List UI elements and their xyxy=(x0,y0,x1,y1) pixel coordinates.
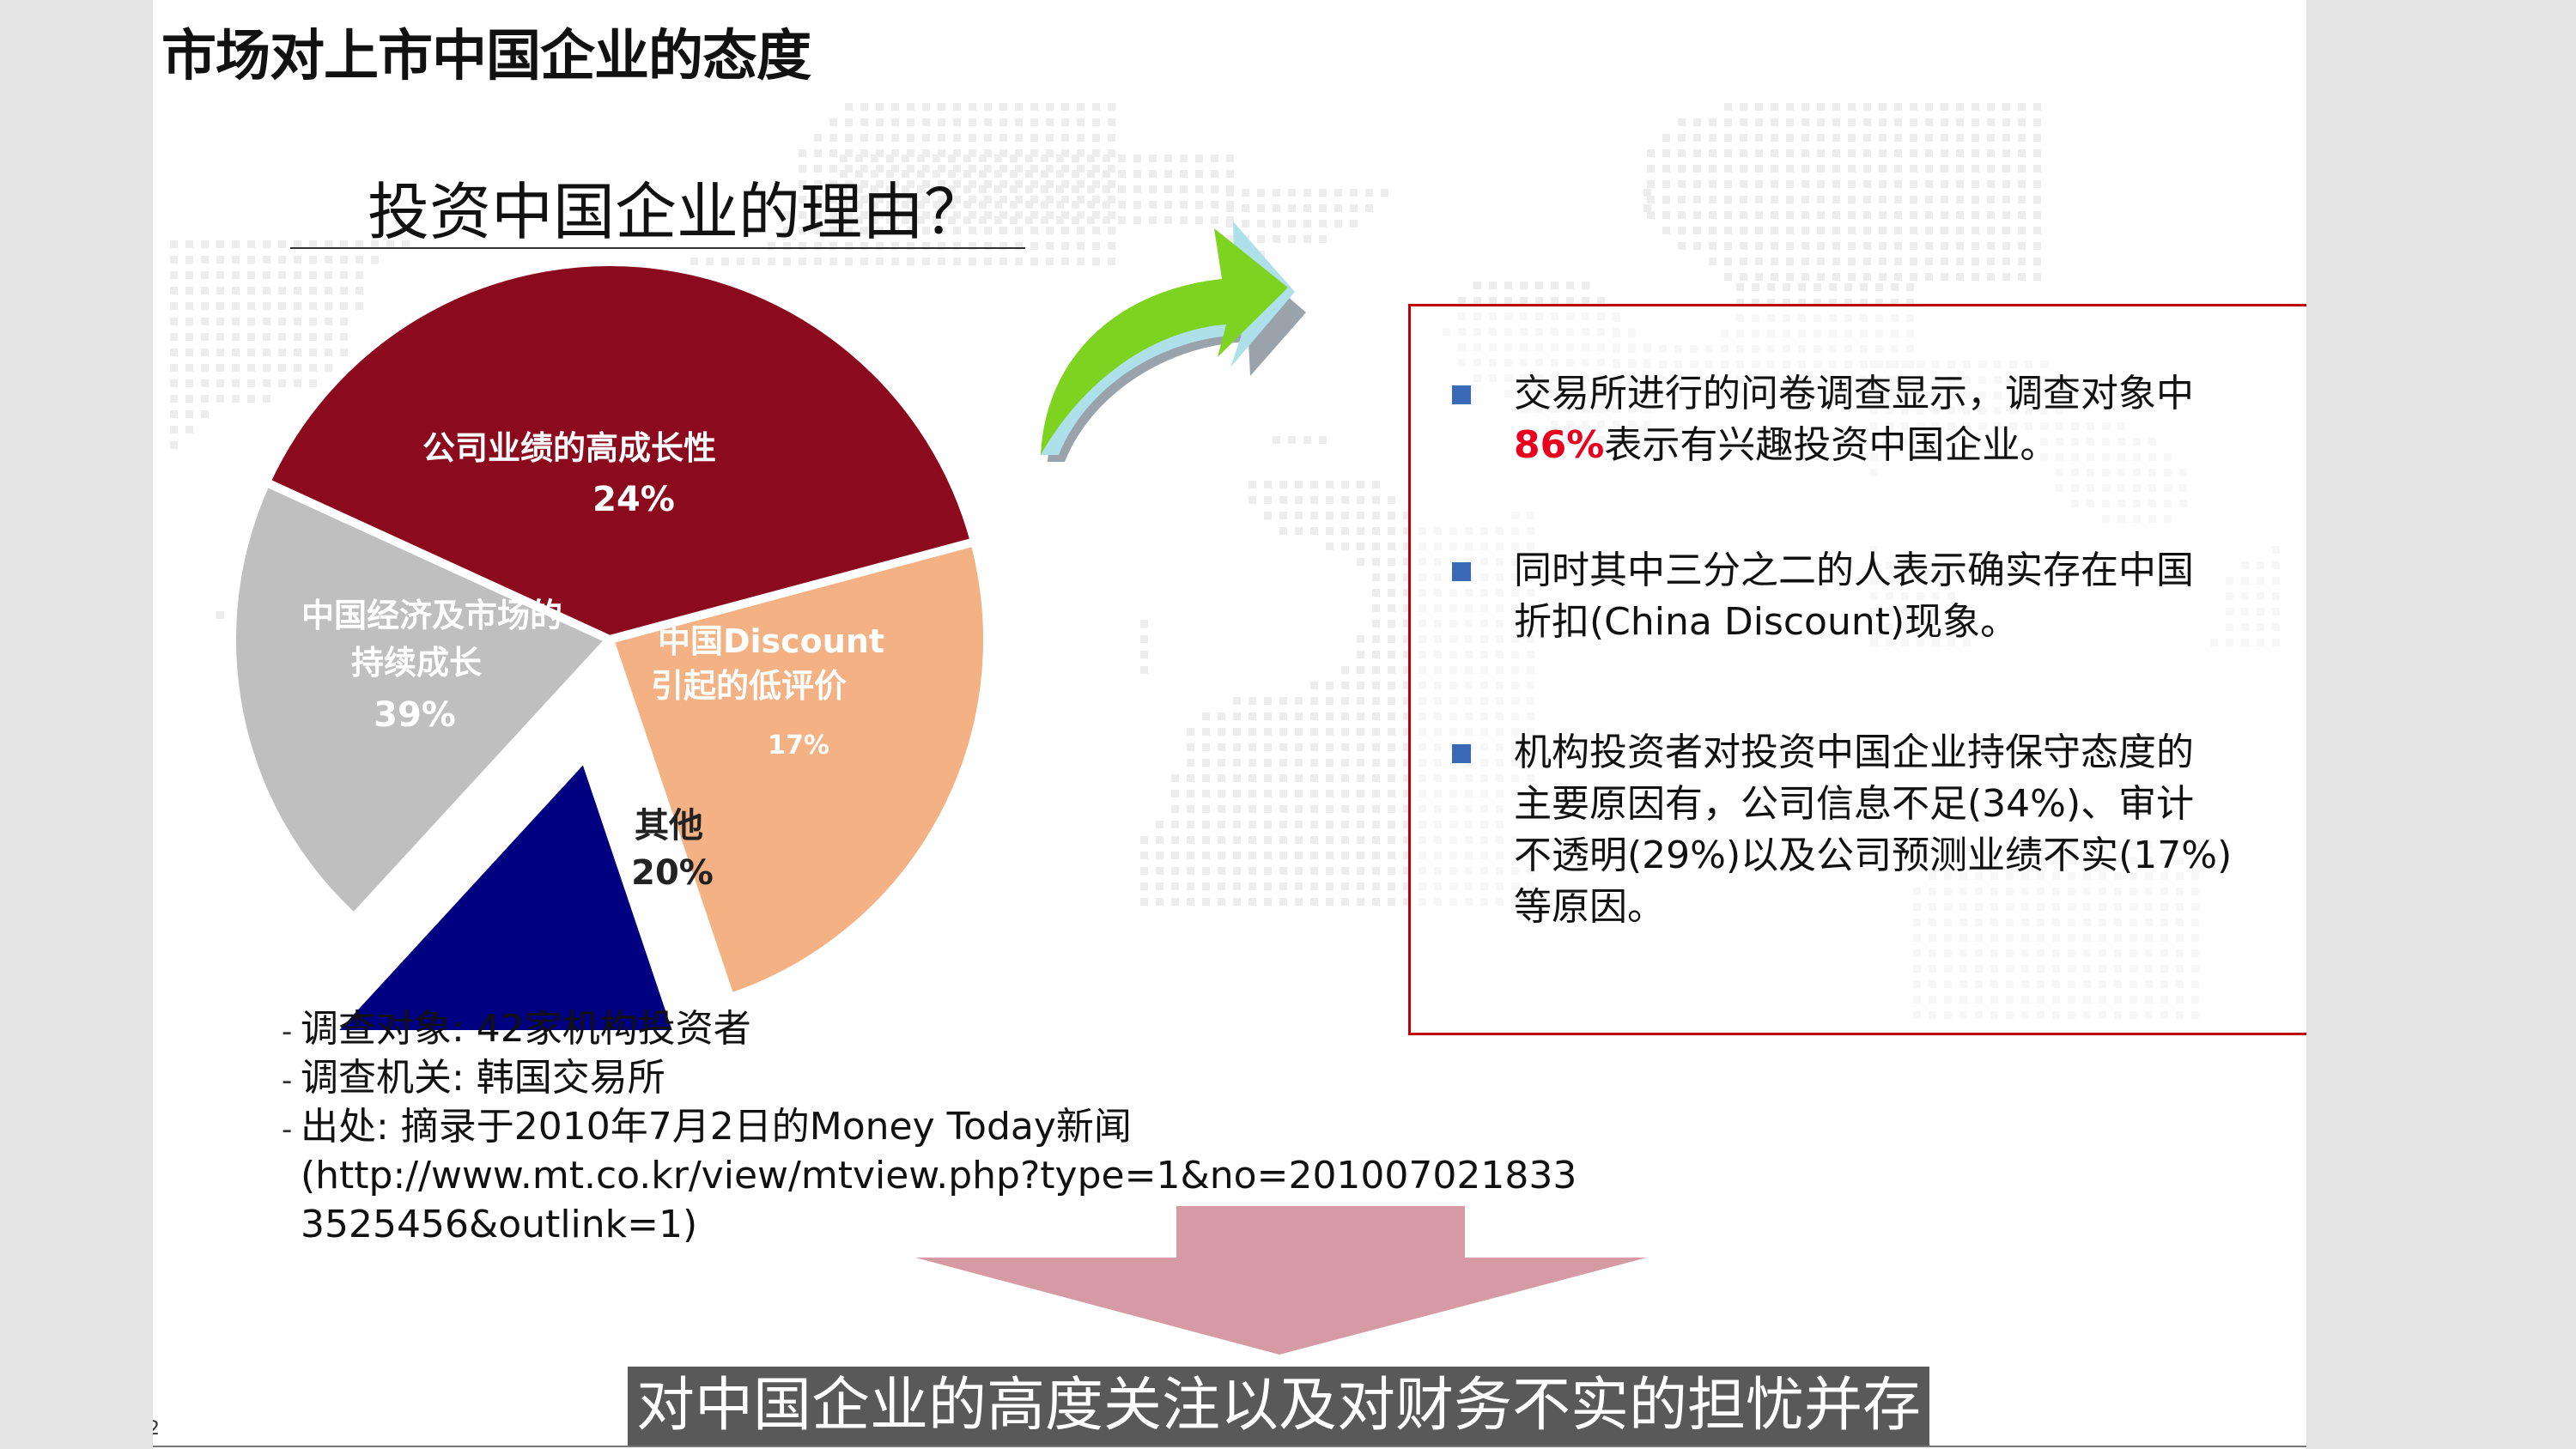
survey-source: 出处: 摘录于2010年7月2日的Money Today新闻 xyxy=(282,1102,1577,1155)
pie-slice xyxy=(228,476,617,924)
survey-agency: 调查机关: 韩国交易所 xyxy=(282,1053,1577,1106)
finding-item-1: 交易所进行的问卷调查显示，调查对象中 86%表示有兴趣投资中国企业。 xyxy=(1452,368,2276,471)
square-bullet-icon xyxy=(1452,385,1471,404)
pie-slice-label: 引起的低评价 xyxy=(651,667,847,705)
pie-slice xyxy=(327,749,682,1030)
finding-3-line-4: 等原因。 xyxy=(1514,885,1665,929)
pie-slice-label: 中国Discount xyxy=(658,622,884,660)
finding-3-line-2: 主要原因有，公司信息不足(34%)、审计 xyxy=(1514,782,2195,826)
pie-slice-label: 公司业绩的高成长性 xyxy=(422,429,716,467)
finding-2-line-1: 同时其中三分之二的人表示确实存在中国 xyxy=(1514,549,2194,592)
chart-title: 投资中国企业的理由？ xyxy=(368,176,987,248)
pie-slice-percentage: 17% xyxy=(768,731,829,761)
pie-chart: 公司业绩的高成长性 24% 中国Discount 引起的低评价 17% 其他 20% 中国经济… xyxy=(228,258,992,1030)
findings-box: 交易所进行的问卷调查显示，调查对象中 86%表示有兴趣投资中国企业。 同时其中三… xyxy=(1408,304,2306,1035)
survey-target: 调查对象: 42家机构投资者 xyxy=(282,1004,1577,1057)
pie-slice xyxy=(260,258,981,645)
title-underline xyxy=(290,247,1025,249)
survey-source-url: (http://www.mt.co.kr/view/mtview.php?typ… xyxy=(301,1154,1577,1197)
left-margin xyxy=(0,0,153,1449)
arrows-layer xyxy=(915,221,1647,1355)
finding-3-line-1: 机构投资者对投资中国企业持保守态度的 xyxy=(1514,731,2194,774)
square-bullet-icon xyxy=(1452,744,1471,763)
interest-percentage: 86% xyxy=(1514,423,1605,467)
survey-source-url-cont: 3525456&outlink=1) xyxy=(301,1203,698,1246)
pie-slice-percentage: 24% xyxy=(592,480,675,519)
page-mark: 2 xyxy=(153,1418,160,1440)
slide: 市场对上市中国企业的态度 投资中国企业的理由？ 公司业绩的高成长性 24% 中国Di… xyxy=(153,0,2306,1449)
finding-item-3: 机构投资者对投资中国企业持保守态度的 主要原因有，公司信息不足(34%)、审计 … xyxy=(1452,727,2276,933)
square-bullet-icon xyxy=(1452,562,1471,581)
finding-1-line-2: 表示有兴趣投资中国企业。 xyxy=(1604,423,2058,467)
pie-slice-percentage: 39% xyxy=(374,695,456,735)
down-arrow-icon xyxy=(915,1206,1647,1355)
finding-1-line-1: 交易所进行的问卷调查显示，调查对象中 xyxy=(1514,372,2194,415)
survey-notes: 调查对象: 42家机构投资者 调查机关: 韩国交易所 出处: 摘录于2010年7… xyxy=(282,1004,1577,1249)
slide-title: 市场对上市中国企业的态度 xyxy=(161,25,811,88)
conclusion-banner: 对中国企业的高度关注以及对财务不实的担忧并存 xyxy=(628,1367,1930,1446)
finding-item-2: 同时其中三分之二的人表示确实存在中国 折扣(China Discount)现象。 xyxy=(1452,545,2276,648)
pie-slice-label: 持续成长 xyxy=(351,644,482,682)
pie-slice xyxy=(604,536,992,1003)
pie-slice-label: 中国经济及市场的 xyxy=(301,597,562,634)
pie-slice-label: 其他 xyxy=(635,806,703,846)
finding-2-line-2: 折扣(China Discount)现象。 xyxy=(1514,600,2019,644)
right-margin xyxy=(2306,0,2576,1449)
pie-slice-percentage: 20% xyxy=(631,853,714,893)
finding-3-line-3: 不透明(29%)以及公司预测业绩不实(17%) xyxy=(1514,834,2233,877)
curved-arrow-icon xyxy=(1041,221,1306,462)
bottom-rule xyxy=(153,1446,2306,1447)
